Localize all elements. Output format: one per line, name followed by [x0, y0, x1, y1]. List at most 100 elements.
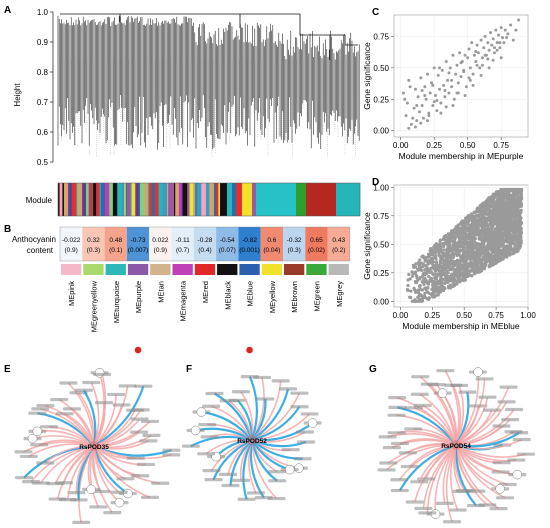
scatter-point [465, 226, 469, 230]
module-segment [100, 183, 106, 216]
scatter-point [492, 241, 496, 245]
scatter-point [463, 271, 467, 275]
scatter-point [474, 242, 478, 246]
scatter-point [419, 76, 423, 80]
scatter-point [411, 116, 415, 120]
scatter-point [481, 240, 485, 244]
scatter-point [412, 299, 417, 303]
gene-node-label [204, 478, 223, 482]
scatter-point [421, 264, 425, 268]
scatter-point [438, 263, 442, 267]
gene-node-label [19, 454, 38, 459]
gene-node-label [95, 401, 114, 405]
module-segment [117, 183, 123, 216]
scatter-point [424, 97, 428, 101]
scatter-point [436, 73, 440, 77]
scatter-point [508, 187, 513, 192]
scatter-point [443, 271, 447, 275]
scatter-point [490, 228, 494, 232]
scatter-point [510, 199, 514, 203]
scatter-point [505, 253, 509, 257]
scatter-point [466, 233, 470, 237]
scatter-point [513, 218, 517, 222]
scatter-point [498, 244, 502, 248]
scatter-point [419, 121, 423, 125]
dendrogram-tick-label: 0.8 [37, 68, 49, 77]
gene-node-label [505, 407, 524, 412]
scatter-point [470, 41, 474, 45]
scatter-point [432, 66, 436, 70]
scatter-point [452, 270, 456, 274]
scatter-point [441, 237, 446, 242]
scatter-point [501, 36, 505, 40]
gene-node-label [134, 384, 153, 388]
scatter-point [486, 223, 490, 227]
scatter-point [475, 63, 479, 67]
scatter-point [415, 104, 419, 108]
module-segment [181, 183, 184, 216]
scatter-point [489, 221, 493, 225]
scatter-point [497, 214, 501, 218]
module-color-bar [57, 182, 361, 217]
scatter-point [508, 245, 512, 249]
scatter-point [458, 51, 462, 55]
scatter-point [438, 259, 442, 263]
scatter-point [434, 93, 438, 97]
module-swatch [217, 264, 238, 275]
scatter-point [502, 187, 507, 192]
module-segment [209, 183, 215, 216]
scatter-point [482, 46, 486, 50]
network-f: RsPOD52 [181, 375, 322, 501]
scatter-point [420, 288, 425, 292]
gene-node-label [489, 507, 508, 511]
x-tick-label: 0.50 [456, 311, 472, 320]
gene-node-label [491, 470, 510, 474]
scatter-point [435, 260, 439, 264]
y-tick-label: 0.25 [373, 95, 389, 104]
panel-label-b: B [4, 224, 11, 235]
scatter-point [479, 232, 483, 236]
module-segment [193, 183, 196, 216]
scatter-point [485, 200, 489, 205]
network-edge [455, 444, 506, 499]
scatter-point [420, 88, 424, 92]
gene-node-label [36, 461, 55, 465]
scatter-point [502, 256, 506, 260]
scatter-point [435, 109, 439, 113]
scatter-point [465, 229, 469, 233]
gene-node-label [293, 457, 312, 461]
scatter-point [472, 233, 477, 237]
scatter-point [470, 274, 474, 278]
scatter-point [468, 236, 472, 240]
scatter-point [430, 81, 434, 85]
scatter-point [483, 225, 487, 229]
scatter-point [456, 240, 460, 244]
scatter-point [503, 205, 507, 209]
x-tick-label: 0.25 [424, 311, 440, 320]
scatter-point [429, 266, 434, 270]
scatter-point [421, 272, 425, 276]
gene-node-label [14, 476, 33, 480]
heatmap-cell-value: 0.65 [310, 237, 323, 244]
gene-node-label [205, 391, 224, 396]
gene-node-label [181, 444, 200, 448]
heatmap-cell-value: -0.11 [175, 237, 190, 244]
module-segment [124, 183, 126, 216]
network-edge [93, 440, 149, 450]
scatter-point [495, 228, 499, 232]
scatter-point [509, 252, 513, 256]
panel-label-g: G [369, 364, 377, 375]
scatter-point [497, 33, 501, 37]
module-swatch [306, 264, 327, 275]
scatter-point [487, 66, 491, 70]
scatter-point [403, 97, 407, 101]
heatmap-cell-value: 0.48 [109, 237, 122, 244]
heatmap-cell [82, 227, 105, 261]
scatter-point [493, 232, 497, 236]
scatter-point [493, 222, 497, 226]
scatter-point [406, 283, 410, 288]
scatter-point [506, 32, 510, 36]
scatter-point [466, 257, 470, 261]
scatter-point [469, 249, 473, 253]
scatter-point [422, 282, 426, 286]
